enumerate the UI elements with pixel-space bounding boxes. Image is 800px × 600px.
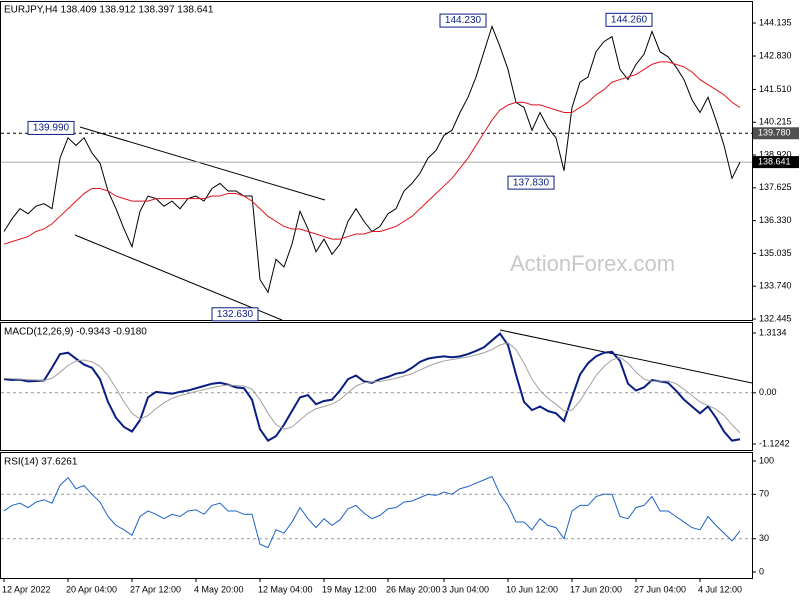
annotation-box [605,12,653,27]
annotation-box [507,175,555,190]
x-tick-label: 3 Jun 04:00 [442,584,489,594]
y-tick-label: 70 [759,489,769,499]
rsi-panel [0,452,753,579]
y-tick-label: 135.035 [759,248,792,258]
series-line [3,342,741,434]
macd-panel [0,322,753,451]
y-tick-label: 100 [759,455,774,465]
annotation-label: 139.990 [33,123,70,134]
x-tick-label: 27 Apr 12:00 [130,584,181,594]
annotation-label: 144.230 [445,15,482,26]
chart-title: EURJPY,H4 138.409 138.912 138.397 138.64… [4,5,214,16]
y-tick-label: 144.135 [759,17,792,27]
x-tick-label: 4 May 20:00 [194,584,244,594]
x-tick-label: 26 May 20:00 [386,584,441,594]
x-tick-label: 17 Jun 20:00 [570,584,622,594]
x-tick-label: 27 Jun 04:00 [634,584,686,594]
annotation-label: 144.260 [611,14,648,25]
last-price-box [753,156,799,169]
price-panel [0,1,753,321]
trendline [499,329,753,384]
x-tick-label: 10 Jun 12:00 [506,584,558,594]
y-tick-label: 0.00 [759,387,777,397]
watermark: ActionForex.com [510,251,675,276]
x-tick-label: 20 Apr 04:00 [66,584,117,594]
annotation-label: 137.830 [513,177,550,188]
x-tick-label: 19 May 12:00 [322,584,377,594]
annotation-box [27,120,75,135]
y-tick-label: -1.1242 [759,438,790,448]
annotation-box [211,307,259,322]
annotation-label: 132.630 [217,309,254,320]
rsi-title: RSI(14) 37.6261 [4,457,78,468]
last-price-label: 138.641 [758,156,791,166]
x-tick-label: 12 May 04:00 [258,584,313,594]
macd-title: MACD(12,26,9) -0.9343 -0.9180 [4,327,147,338]
y-tick-label: 141.510 [759,84,792,94]
trendline [74,234,283,321]
y-tick-label: 0 [759,566,764,576]
x-tick-label: 4 Jul 12:00 [698,584,742,594]
y-tick-label: 140.215 [759,117,792,127]
level-box [753,127,799,140]
y-tick-label: 138.920 [759,149,792,159]
y-tick-label: 133.740 [759,281,792,291]
annotation-box [439,13,487,28]
y-tick-label: 137.625 [759,182,792,192]
y-tick-label: 142.830 [759,50,792,60]
level-label: 139.780 [758,128,791,138]
trendline [79,126,326,201]
x-tick-label: 12 Apr 2022 [2,584,51,594]
y-tick-label: 1.3134 [759,327,787,337]
series-line [3,475,741,549]
y-tick-label: 132.445 [759,313,792,323]
y-tick-label: 30 [759,533,769,543]
series-line [3,61,741,245]
y-tick-label: 136.330 [759,215,792,225]
